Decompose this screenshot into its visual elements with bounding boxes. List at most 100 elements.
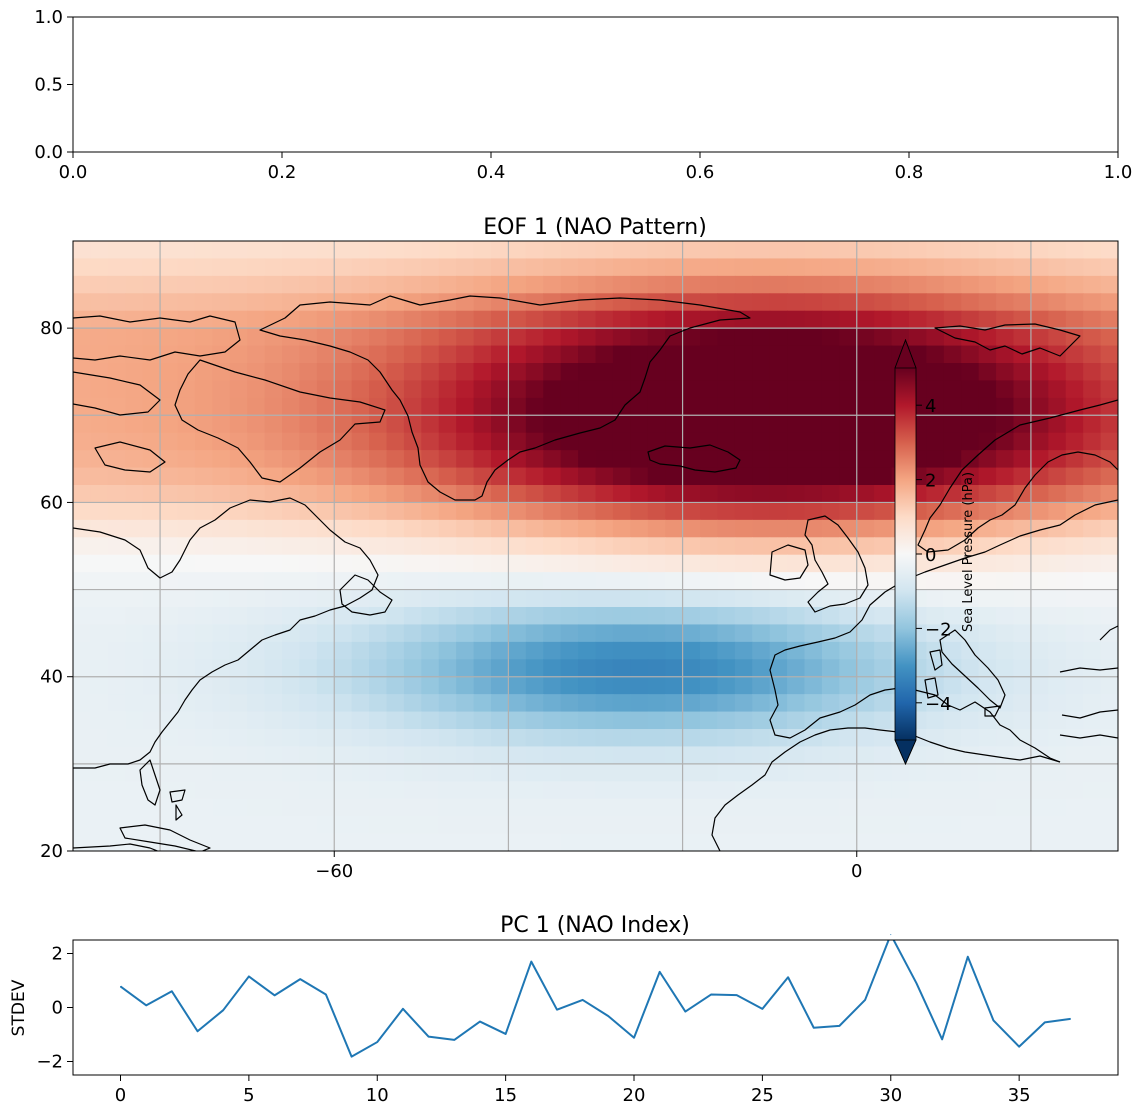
heatmap-cell [734,450,753,469]
heatmap-cell [160,659,179,678]
heatmap-cell [647,676,666,695]
heatmap-cell [630,328,649,347]
heatmap-cell [142,380,161,399]
heatmap-cell [456,659,475,678]
x-tick-label: 0.6 [686,162,715,183]
heatmap-cell [456,554,475,573]
heatmap-cell [560,833,579,851]
heatmap-cell [1048,781,1067,800]
heatmap-cell [107,467,126,486]
heatmap-cell [717,729,736,748]
heatmap-cell [856,467,875,486]
heatmap-cell [160,641,179,660]
heatmap-cell [1030,694,1049,713]
heatmap-cell [839,397,858,416]
heatmap-cell [996,554,1015,573]
heatmap-cell [177,432,196,451]
heatmap-cell [73,816,92,835]
heatmap-cell [700,781,719,800]
heatmap-cell [282,607,301,626]
heatmap-cell [996,363,1015,382]
heatmap-cell [700,729,719,748]
heatmap-cell [282,711,301,730]
heatmap-cell [578,450,597,469]
heatmap-cell [1065,711,1084,730]
heatmap-cell [299,554,318,573]
heatmap-cell [473,415,492,434]
heatmap-cell [212,467,231,486]
pc-data-point [582,999,584,1001]
heatmap-cell [647,380,666,399]
heatmap-cell [1013,711,1032,730]
heatmap-cell [856,310,875,329]
heatmap-cell [647,432,666,451]
heatmap-cell [299,676,318,695]
heatmap-cell [90,293,109,312]
heatmap-cell [229,711,248,730]
heatmap-cell [508,607,527,626]
heatmap-cell [804,676,823,695]
heatmap-cell [700,572,719,591]
heatmap-cell [247,328,266,347]
eof-map-x-ticks: −60 0 [315,851,862,882]
heatmap-cell [578,589,597,608]
heatmap-cell [821,363,840,382]
heatmap-cell [334,485,353,504]
heatmap-cell [299,572,318,591]
heatmap-cell [212,554,231,573]
heatmap-cell [386,502,405,521]
y-tick-label: 0 [52,998,63,1019]
heatmap-cell [734,310,753,329]
heatmap-cell [264,641,283,660]
heatmap-cell [142,328,161,347]
heatmap-cell [73,380,92,399]
heatmap-cell [160,694,179,713]
heatmap-cell [996,607,1015,626]
pc-data-point [761,1008,763,1010]
heatmap-cell [334,711,353,730]
heatmap-cell [282,467,301,486]
heatmap-cell [473,572,492,591]
heatmap-cell [1048,641,1067,660]
coastline-iceland [647,444,741,473]
heatmap-cell [961,485,980,504]
heatmap-cell [1013,659,1032,678]
heatmap-cell [1065,816,1084,835]
heatmap-cell [560,607,579,626]
heatmap-cell [247,485,266,504]
heatmap-cell [491,275,510,294]
heatmap-cell [543,380,562,399]
heatmap-cell [491,415,510,434]
heatmap-cell [874,781,893,800]
x-tick-label: 0.2 [268,162,297,183]
heatmap-cell [787,380,806,399]
heatmap-cell [804,380,823,399]
heatmap-cell [1100,659,1118,678]
heatmap-cell [264,502,283,521]
heatmap-cell [386,258,405,277]
heatmap-cell [212,293,231,312]
heatmap-cell [473,676,492,695]
heatmap-cell [334,729,353,748]
heatmap-cell [943,450,962,469]
heatmap-cell [508,467,527,486]
heatmap-cell [926,798,945,817]
heatmap-cell [647,781,666,800]
heatmap-cell [578,572,597,591]
heatmap-cell [630,397,649,416]
heatmap-cell [543,798,562,817]
heatmap-cell [1013,607,1032,626]
heatmap-cell [1065,502,1084,521]
heatmap-cell [403,519,422,538]
heatmap-cell [874,380,893,399]
heatmap-cell [351,729,370,748]
heatmap-cell [282,502,301,521]
heatmap-cell [438,432,457,451]
heatmap-cell [1065,275,1084,294]
heatmap-cell [996,624,1015,643]
heatmap-cell [194,624,213,643]
heatmap-cell [804,694,823,713]
heatmap-cell [856,816,875,835]
heatmap-cell [177,345,196,364]
heatmap-cell [282,397,301,416]
